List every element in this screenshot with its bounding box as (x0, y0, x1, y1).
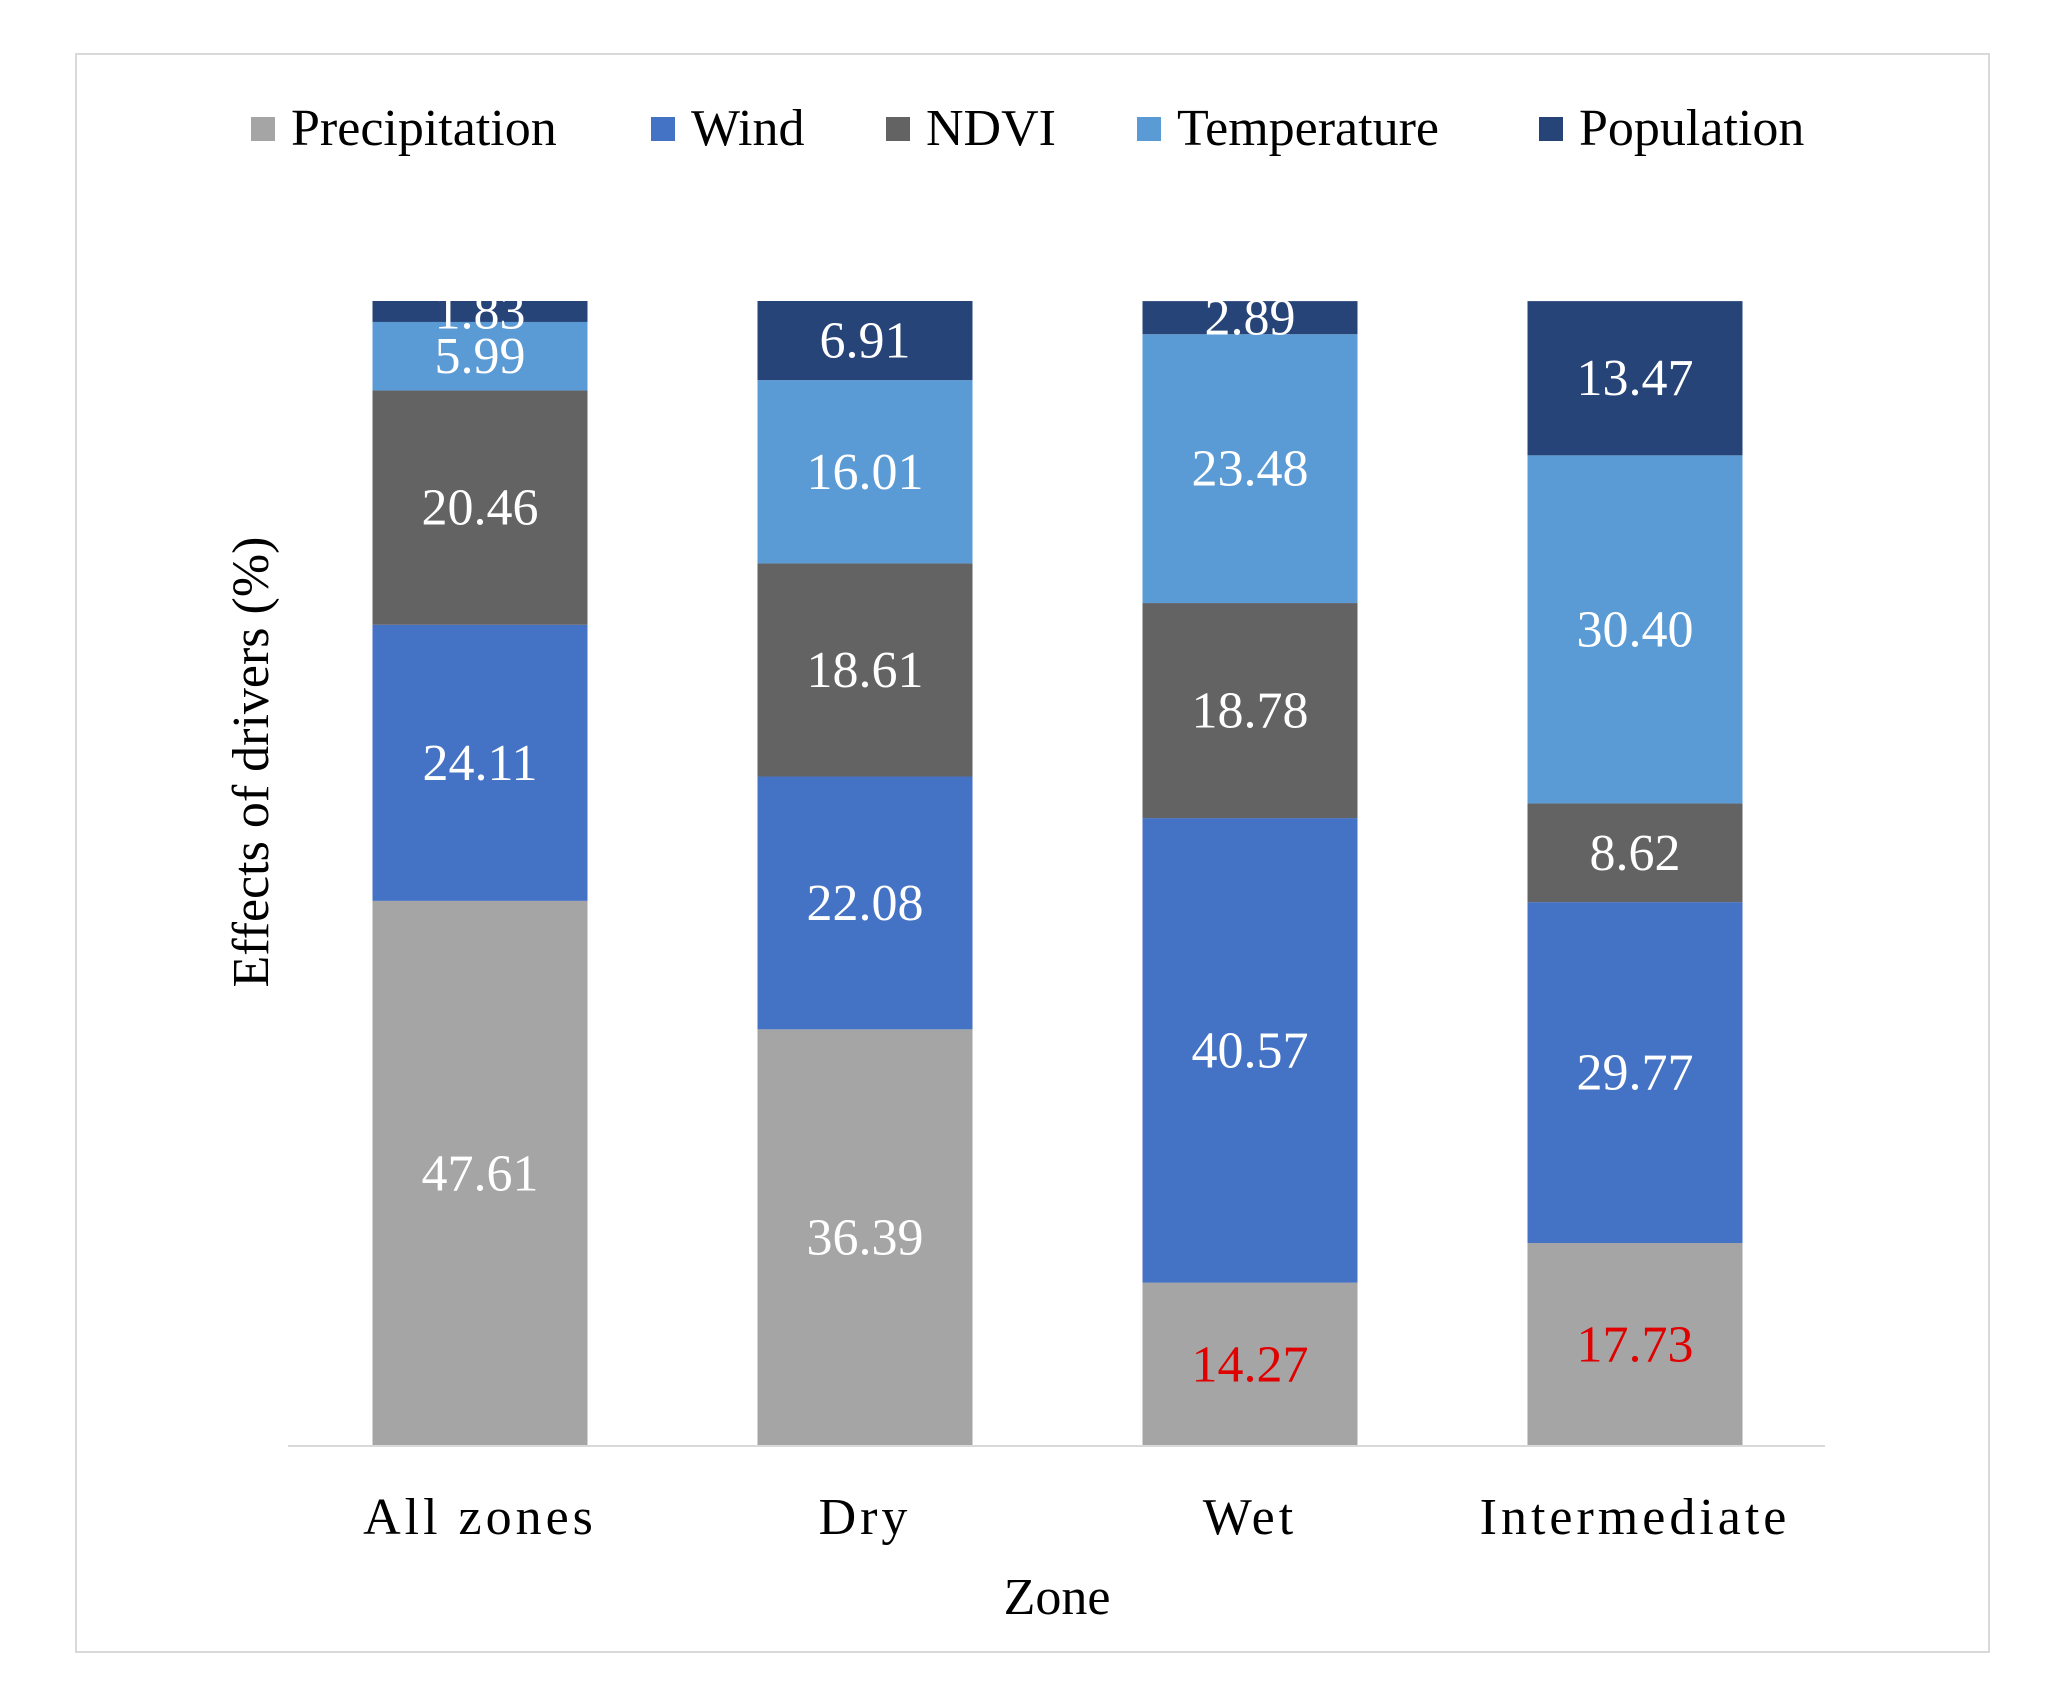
legend-swatch-precipitation (251, 117, 275, 141)
data-label-all-zones-temperature: 5.99 (435, 328, 526, 385)
data-label-all-zones-precipitation: 47.61 (422, 1145, 539, 1202)
x-tick-label-all-zones: All zones (363, 1489, 597, 1546)
data-label-intermediate-wind: 29.77 (1577, 1045, 1694, 1102)
bar-wet-wind (1142, 818, 1358, 1283)
data-label-intermediate-temperature: 30.40 (1577, 601, 1694, 658)
legend-swatch-ndvi (886, 117, 910, 141)
bar-intermediate-precipitation (1527, 1242, 1743, 1446)
data-label-dry-wind: 22.08 (807, 875, 924, 932)
data-label-intermediate-precipitation: 17.73 (1577, 1316, 1694, 1373)
bars: 47.61 24.11 20.46 5.991.83 36.39 22.08 18.61 16… (372, 283, 1743, 1446)
data-label-dry-temperature: 16.01 (807, 444, 924, 501)
bar-all-zones-ndvi (372, 390, 588, 625)
data-label-intermediate-population: 13.47 (1577, 350, 1694, 407)
data-label-dry-ndvi: 18.61 (807, 642, 924, 699)
bar-all-zones-wind (372, 624, 588, 901)
x-tick-label-dry: Dry (819, 1489, 912, 1546)
bar-intermediate-temperature (1527, 455, 1743, 804)
bar-dry-wind (757, 776, 973, 1030)
legend: Precipitation Wind NDVI Temperature Populati… (251, 100, 1804, 157)
bar-all-zones-temperature (372, 321, 588, 391)
y-axis-title: Effects of drivers (%) (223, 537, 280, 988)
bar-wet-population (1142, 301, 1358, 335)
data-label-all-zones-ndvi: 20.46 (422, 480, 539, 537)
data-label-intermediate-ndvi: 8.62 (1590, 825, 1681, 882)
legend-swatch-wind (651, 117, 675, 141)
bar-dry-precipitation (757, 1029, 973, 1446)
bar-all-zones-precipitation (372, 900, 588, 1446)
x-tick-labels: All zones Dry Wet Intermediate (363, 1489, 1791, 1546)
bar-wet-precipitation (1142, 1282, 1358, 1446)
bar-dry-ndvi (757, 563, 973, 777)
data-label-all-zones-population: 1.83 (435, 283, 526, 340)
bar-intermediate-wind (1527, 902, 1743, 1243)
x-tick-label-wet: Wet (1203, 1489, 1297, 1546)
legend-label-precipitation: Precipitation (291, 100, 557, 157)
data-label-wet-population: 2.89 (1205, 290, 1296, 347)
legend-swatch-population (1539, 117, 1563, 141)
legend-label-temperature: Temperature (1177, 100, 1439, 157)
bar-wet-ndvi (1142, 603, 1358, 819)
data-label-wet-wind: 40.57 (1192, 1022, 1309, 1079)
bar-dry-population (757, 301, 973, 381)
bar-intermediate-ndvi (1527, 803, 1743, 903)
legend-label-wind: Wind (691, 100, 804, 157)
data-label-wet-temperature: 23.48 (1192, 441, 1309, 498)
legend-swatch-temperature (1137, 117, 1161, 141)
data-label-wet-ndvi: 18.78 (1192, 683, 1309, 740)
data-label-dry-precipitation: 36.39 (807, 1210, 924, 1267)
bar-intermediate-population (1527, 301, 1743, 456)
legend-label-population: Population (1579, 100, 1804, 157)
bar-all-zones-population (372, 301, 588, 322)
x-tick-label-intermediate: Intermediate (1480, 1489, 1791, 1546)
legend-label-ndvi: NDVI (926, 100, 1056, 157)
data-label-all-zones-wind: 24.11 (422, 735, 537, 792)
bar-dry-temperature (757, 380, 973, 564)
x-axis-title: Zone (1004, 1569, 1111, 1626)
data-label-dry-population: 6.91 (820, 313, 911, 370)
data-label-wet-precipitation: 14.27 (1192, 1336, 1309, 1393)
bar-wet-temperature (1142, 334, 1358, 604)
